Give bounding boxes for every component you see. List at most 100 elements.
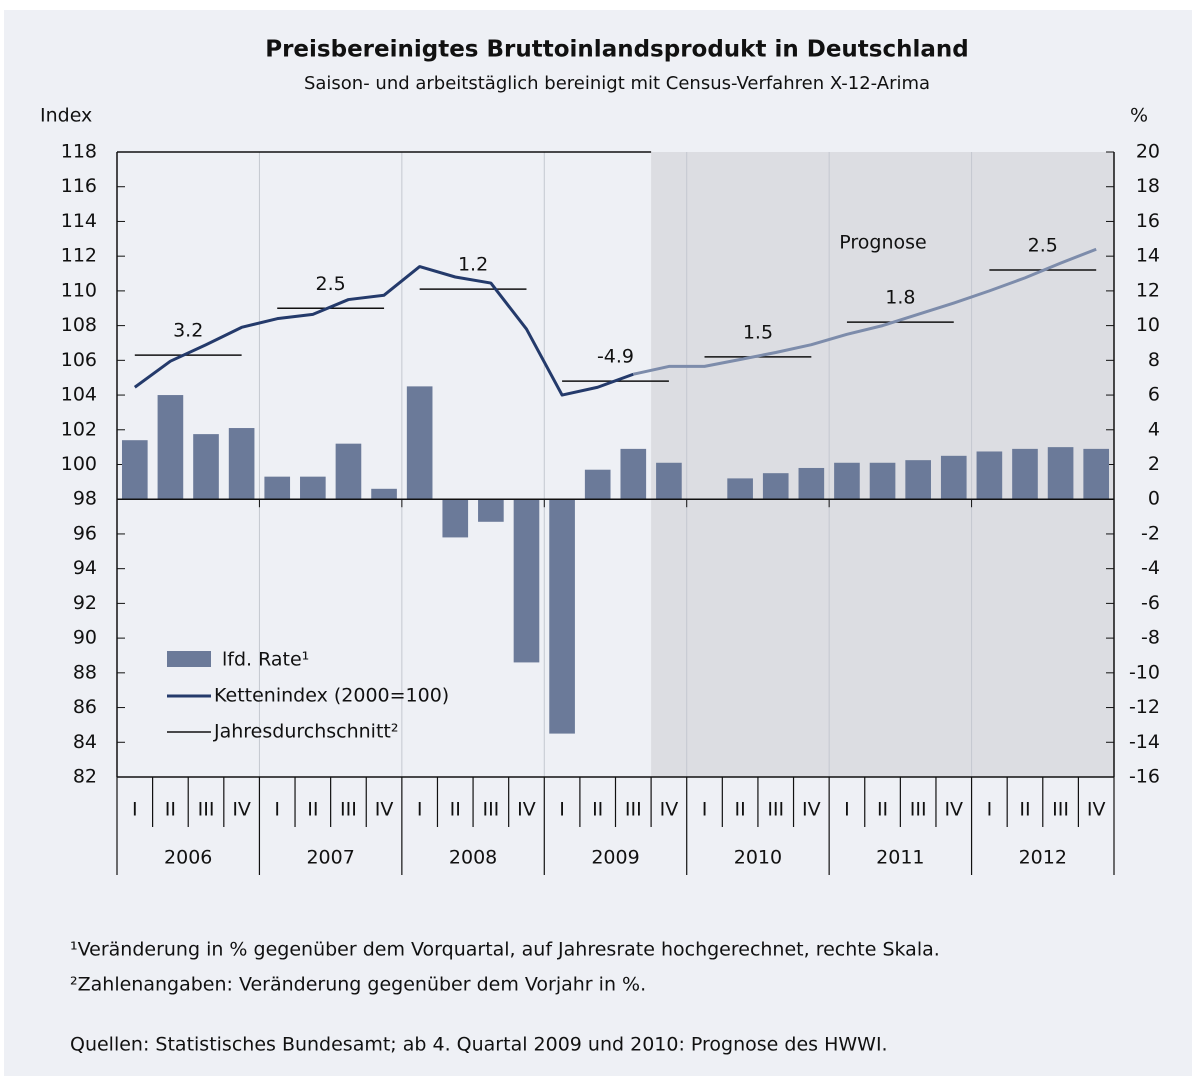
- bar: [1012, 448, 1038, 500]
- annual-rate-label: 1.8: [885, 287, 915, 309]
- x-tick-label: I: [559, 799, 565, 821]
- x-tick-label: II: [450, 799, 461, 821]
- y-tick-label: 82: [73, 766, 97, 788]
- bar: [478, 499, 504, 522]
- bar: [727, 478, 753, 500]
- bar: [976, 451, 1003, 500]
- annual-rate-label: 1.5: [743, 321, 773, 343]
- y2-tick-label: 10: [1136, 314, 1160, 336]
- x-tick-label: IV: [660, 799, 679, 821]
- x-tick-label: III: [910, 799, 927, 821]
- bar: [584, 469, 611, 500]
- bar: [549, 499, 575, 734]
- y-tick-label: 106: [61, 349, 97, 371]
- chart-subtitle: Saison- und arbeitstäglich bereinigt mit…: [304, 73, 930, 94]
- y2-tick-label: 8: [1148, 349, 1160, 371]
- y2-tick-label: -12: [1129, 696, 1160, 718]
- chart-title: Preisbereinigtes Bruttoinlandsprodukt in…: [265, 37, 969, 63]
- bar: [193, 434, 219, 500]
- y2-tick-label: -14: [1129, 731, 1160, 753]
- x-tick-label: IV: [944, 799, 963, 821]
- bar: [940, 455, 967, 500]
- year-label: 2006: [164, 847, 212, 869]
- x-tick-label: I: [417, 799, 423, 821]
- y2-tick-label: 2: [1148, 453, 1160, 475]
- x-tick-label: I: [274, 799, 280, 821]
- y-tick-label: 118: [61, 141, 97, 163]
- year-label: 2010: [734, 847, 782, 869]
- x-tick-label: II: [877, 799, 888, 821]
- x-tick-label: II: [592, 799, 603, 821]
- y-tick-label: 114: [61, 210, 97, 232]
- y-tick-label: 90: [73, 627, 97, 649]
- x-tick-label: III: [198, 799, 215, 821]
- x-tick-label: III: [482, 799, 499, 821]
- bar: [335, 443, 362, 500]
- x-tick-label: II: [1019, 799, 1030, 821]
- year-label: 2008: [449, 847, 497, 869]
- bar: [1047, 447, 1074, 500]
- bar: [121, 440, 148, 500]
- x-tick-label: I: [132, 799, 138, 821]
- y2-tick-label: 6: [1148, 384, 1160, 406]
- x-tick-label: IV: [232, 799, 251, 821]
- y-tick-label: 112: [61, 245, 97, 267]
- y2-tick-label: -10: [1129, 661, 1160, 683]
- index-line: [133, 265, 634, 397]
- x-tick-label: III: [340, 799, 357, 821]
- bar: [513, 499, 540, 663]
- footnote: ¹Veränderung in % gegenüber dem Vorquart…: [70, 939, 940, 961]
- x-tick-label: IV: [1087, 799, 1106, 821]
- y-tick-label: 108: [61, 314, 97, 336]
- x-tick-label: III: [1052, 799, 1069, 821]
- y-tick-label: 100: [61, 453, 97, 475]
- y2-tick-label: 0: [1148, 488, 1160, 510]
- bar: [406, 386, 433, 500]
- bar: [1083, 448, 1110, 500]
- legend-label: Jahresdurchschnitt²: [213, 721, 398, 743]
- y-tick-label: 110: [61, 279, 97, 301]
- annual-rate-label: -4.9: [597, 346, 634, 368]
- y-tick-label: 116: [61, 175, 97, 197]
- annual-rate-label: 2.5: [316, 273, 346, 295]
- bar: [620, 448, 647, 500]
- bar: [834, 462, 860, 500]
- bar: [798, 467, 825, 500]
- y-tick-label: 98: [73, 488, 97, 510]
- y2-tick-label: -2: [1141, 522, 1160, 544]
- legend-label: lfd. Rate¹: [222, 649, 309, 671]
- x-tick-label: III: [625, 799, 642, 821]
- year-label: 2007: [306, 847, 354, 869]
- y2-tick-label: 16: [1136, 210, 1160, 232]
- bar: [264, 476, 291, 500]
- source: Quellen: Statistisches Bundesamt; ab 4. …: [70, 1034, 888, 1056]
- y2-tick-label: -16: [1129, 766, 1160, 788]
- y-tick-label: 104: [61, 384, 97, 406]
- index-line-forecast: [632, 247, 1097, 376]
- y-tick-label: 84: [73, 731, 97, 753]
- legend-swatch: [167, 651, 211, 667]
- x-tick-label: I: [987, 799, 993, 821]
- bar: [371, 488, 397, 500]
- bar: [905, 460, 931, 500]
- forecast-label: Prognose: [839, 232, 926, 254]
- x-tick-label: IV: [517, 799, 536, 821]
- y2-tick-label: -8: [1141, 627, 1160, 649]
- footnote: ²Zahlenangaben: Veränderung gegenüber de…: [70, 974, 646, 996]
- x-tick-label: IV: [802, 799, 821, 821]
- x-tick-label: II: [307, 799, 318, 821]
- y2-tick-label: 12: [1136, 279, 1160, 301]
- x-tick-label: IV: [375, 799, 394, 821]
- y2-axis-label: %: [1130, 105, 1148, 127]
- year-label: 2011: [876, 847, 924, 869]
- y2-tick-label: -6: [1141, 592, 1160, 614]
- bar: [300, 476, 326, 500]
- y-tick-label: 88: [73, 661, 97, 683]
- bar: [157, 395, 184, 500]
- x-tick-label: III: [767, 799, 784, 821]
- x-tick-label: II: [735, 799, 746, 821]
- bar: [228, 428, 255, 500]
- y-tick-label: 94: [73, 557, 97, 579]
- annual-rate-label: 3.2: [173, 320, 203, 342]
